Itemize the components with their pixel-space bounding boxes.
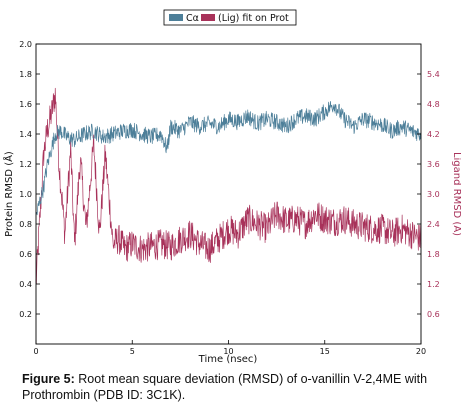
right-tick-label: 3.0 [427,190,440,199]
x-tick-label: 10 [223,347,233,356]
right-axis-ticks: 0.6 1.2 1.8 2.4 3.0 3.6 4.2 4.8 5.4 [417,70,440,319]
left-tick-label: 2.0 [19,40,32,49]
right-tick-label: 4.2 [427,130,440,139]
left-tick-label: 1.2 [19,160,32,169]
left-tick-label: 0.4 [19,280,32,289]
legend-swatch-ligand [201,14,215,21]
caption-text: Root mean square deviation (RMSD) of o-v… [22,372,428,402]
plot-frame [35,43,422,345]
rmsd-chart: Cα (Lig) fit on Prot 0.2 0.4 0.6 0.8 1.0 1.2 1… [2,9,461,365]
left-axis-ticks: 0.2 0.4 0.6 0.8 1.0 1.2 1.4 1.6 1.8 2.0 [19,40,40,319]
left-tick-label: 1.6 [19,100,32,109]
legend: Cα (Lig) fit on Prot [163,9,297,26]
x-axis-ticks: 0 5 10 15 20 [33,340,426,356]
legend-swatch-calpha [169,14,183,21]
left-tick-label: 1.4 [19,130,32,139]
x-tick-label: 0 [33,347,38,356]
legend-label-calpha: Cα [186,13,199,24]
caption-label: Figure 5: [22,372,75,386]
figure-caption: Figure 5: Root mean square deviation (RM… [22,371,452,403]
left-tick-label: 0.8 [19,220,32,229]
legend-label-ligand: (Lig) fit on Prot [218,13,289,24]
left-axis-label: Protein RMSD (Å) [2,151,15,237]
right-axis-label: Ligand RMSD (Å) [451,152,461,236]
right-tick-label: 0.6 [427,310,440,319]
right-tick-label: 4.8 [427,100,440,109]
x-tick-label: 5 [130,347,135,356]
right-tick-label: 2.4 [427,220,440,229]
right-tick-label: 1.2 [427,280,440,289]
left-tick-label: 1.0 [19,190,32,199]
right-tick-label: 1.8 [427,250,440,259]
left-tick-label: 0.2 [19,310,32,319]
x-tick-label: 20 [416,347,426,356]
x-axis-label: Time (nsec) [198,354,258,365]
series-layer [35,87,422,284]
right-tick-label: 3.6 [427,160,440,169]
series-line-calpha [35,101,422,216]
series-line-ligand [35,87,422,284]
x-tick-label: 15 [320,347,330,356]
left-tick-label: 0.6 [19,250,32,259]
left-tick-label: 1.8 [19,70,32,79]
right-tick-label: 5.4 [427,70,440,79]
